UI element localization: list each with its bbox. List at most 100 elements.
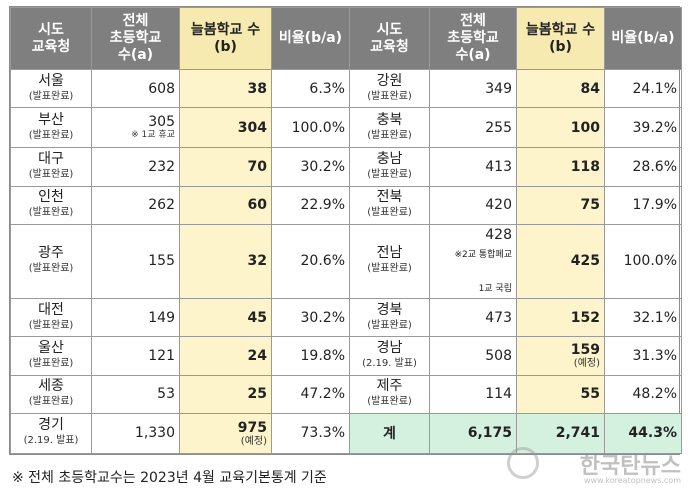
total-cell: 305 ※ 1교 휴교 [91, 107, 180, 149]
ratio-cell: 30.2% [271, 147, 350, 187]
watermark-url: www.koreatopnews.com [583, 476, 681, 485]
count-cell: 100 [516, 107, 605, 149]
region-cell: 서울 (발표완료) [10, 68, 92, 109]
region-cell: 대구 (발표완료) [10, 147, 92, 187]
count-cell: 38 [179, 68, 272, 109]
total-note: 1교 국립 [478, 284, 512, 295]
table-row: 경기 (2.19. 발표) 1,330 975 (예정) 73.3% 계 6,175… [10, 412, 682, 455]
header-ratio: 비율(b/a) [604, 7, 682, 70]
header-neulbom: 늘봄학교 수 (b) [179, 7, 272, 70]
watermark-name: 한국탄뉴스 [579, 454, 681, 479]
region-cell: 대전 (발표완료) [10, 298, 92, 338]
header-neulbom: 늘봄학교 수 (b) [516, 7, 605, 70]
ratio-cell: 22.9% [271, 185, 350, 225]
ratio-cell: 47.2% [271, 374, 350, 414]
table-row: 세종 (발표완료) 53 25 47.2% 제주 (발표완료) 114 55 48.… [10, 374, 682, 414]
region-cell: 강원 (발표완료) [349, 68, 430, 109]
table-row: 광주 (발표완료) 155 32 20.6% 전남 (발표완료) 428 ※2교 통… [10, 223, 682, 300]
count-cell: 32 [179, 223, 272, 300]
total-cell: 121 [91, 336, 180, 376]
table-row: 부산 (발표완료) 305 ※ 1교 휴교 304 100.0% 충북 (발표완료) … [10, 107, 682, 149]
count-cell: 975 (예정) [179, 412, 272, 455]
ratio-cell: 20.6% [271, 223, 350, 300]
total-cell: 114 [429, 374, 517, 414]
region-cell: 제주 (발표완료) [349, 374, 430, 414]
total-cell: 473 [429, 298, 517, 338]
count-cell: 45 [179, 298, 272, 338]
header-total: 전체 초등학교 수(a) [429, 7, 517, 70]
count-note: (예정) [573, 358, 600, 370]
ratio-cell: 6.3% [271, 68, 350, 109]
grand-count-cell: 2,741 [516, 412, 605, 455]
count-cell: 70 [179, 147, 272, 187]
count-cell: 159 (예정) [516, 336, 605, 376]
ratio-cell: 19.8% [271, 336, 350, 376]
total-cell: 349 [429, 68, 517, 109]
count-cell: 60 [179, 185, 272, 225]
count-cell: 84 [516, 68, 605, 109]
region-cell: 경북 (발표완료) [349, 298, 430, 338]
watermark-logo-icon [507, 447, 539, 479]
header-region: 시도 교육청 [10, 7, 92, 70]
ratio-cell: 28.6% [604, 147, 682, 187]
region-cell: 충북 (발표완료) [349, 107, 430, 149]
total-cell: 508 [429, 336, 517, 376]
total-cell: 53 [91, 374, 180, 414]
watermark: 한국탄뉴스 www.koreatopnews.com [580, 448, 681, 485]
header-total: 전체 초등학교 수(a) [91, 7, 180, 70]
count-note: (예정) [240, 435, 267, 447]
neulbom-school-table: 시도 교육청 전체 초등학교 수(a) 늘봄학교 수 (b) 비율(b/a) 시… [9, 6, 682, 455]
count-cell: 24 [179, 336, 272, 376]
count-cell: 304 [179, 107, 272, 149]
total-cell: 608 [91, 68, 180, 109]
ratio-cell: 73.3% [271, 412, 350, 455]
total-cell: 262 [91, 185, 180, 225]
region-cell: 경기 (2.19. 발표) [10, 412, 92, 455]
ratio-cell: 17.9% [604, 185, 682, 225]
total-cell: 155 [91, 223, 180, 300]
ratio-cell: 48.2% [604, 374, 682, 414]
total-cell: 232 [91, 147, 180, 187]
total-cell: 413 [429, 147, 517, 187]
ratio-cell: 39.2% [604, 107, 682, 149]
count-cell: 425 [516, 223, 605, 300]
count-cell: 75 [516, 185, 605, 225]
total-note: ※2교 통합폐교 [454, 249, 512, 260]
region-cell: 부산 (발표완료) [10, 107, 92, 149]
ratio-cell: 24.1% [604, 68, 682, 109]
count-cell: 118 [516, 147, 605, 187]
total-note: ※ 1교 휴교 [131, 130, 175, 141]
region-cell: 경남 (2.19. 발표) [349, 336, 430, 376]
region-cell: 전남 (발표완료) [349, 223, 430, 300]
table-row: 서울 (발표완료) 608 38 6.3% 강원 (발표완료) 349 84 24.… [10, 68, 682, 109]
region-cell: 인천 (발표완료) [10, 185, 92, 225]
table-row: 대구 (발표완료) 232 70 30.2% 충남 (발표완료) 413 118 2… [10, 147, 682, 187]
header-region: 시도 교육청 [349, 7, 430, 70]
region-cell: 광주 (발표완료) [10, 223, 92, 300]
region-cell: 충남 (발표완료) [349, 147, 430, 187]
header-row: 시도 교육청 전체 초등학교 수(a) 늘봄학교 수 (b) 비율(b/a) 시… [10, 7, 682, 70]
footnote: ※ 전체 초등학교수는 2023년 4월 교육기본통계 기준 [12, 470, 327, 486]
total-cell: 255 [429, 107, 517, 149]
region-cell: 세종 (발표완료) [10, 374, 92, 414]
ratio-cell: 32.1% [604, 298, 682, 338]
ratio-cell: 100.0% [271, 107, 350, 149]
region-cell: 전북 (발표완료) [349, 185, 430, 225]
ratio-cell: 31.3% [604, 336, 682, 376]
table-row: 인천 (발표완료) 262 60 22.9% 전북 (발표완료) 420 75 17… [10, 185, 682, 225]
count-cell: 55 [516, 374, 605, 414]
grand-ratio-cell: 44.3% [604, 412, 682, 455]
total-cell: 428 ※2교 통합폐교 1교 국립 [429, 223, 517, 300]
ratio-cell: 100.0% [604, 223, 682, 300]
grand-total-cell: 6,175 [429, 412, 517, 455]
total-cell: 1,330 [91, 412, 180, 455]
ratio-cell: 30.2% [271, 298, 350, 338]
total-cell: 420 [429, 185, 517, 225]
table-row: 울산 (발표완료) 121 24 19.8% 경남 (2.19. 발표) 508 1… [10, 336, 682, 376]
total-cell: 149 [91, 298, 180, 338]
total-label-cell: 계 [349, 412, 430, 455]
count-cell: 152 [516, 298, 605, 338]
region-cell: 울산 (발표완료) [10, 336, 92, 376]
count-cell: 25 [179, 374, 272, 414]
header-ratio: 비율(b/a) [271, 7, 350, 70]
